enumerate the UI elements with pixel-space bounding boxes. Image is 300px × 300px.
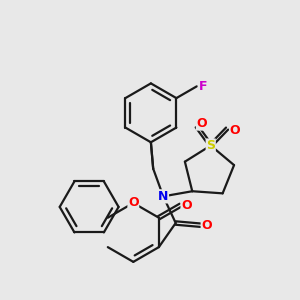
Text: O: O: [128, 196, 139, 209]
Text: N: N: [158, 190, 168, 203]
Text: O: O: [230, 124, 240, 137]
Text: F: F: [198, 80, 207, 93]
Text: O: O: [181, 199, 192, 212]
Text: O: O: [196, 117, 207, 130]
Text: S: S: [206, 139, 215, 152]
Text: O: O: [201, 219, 212, 232]
